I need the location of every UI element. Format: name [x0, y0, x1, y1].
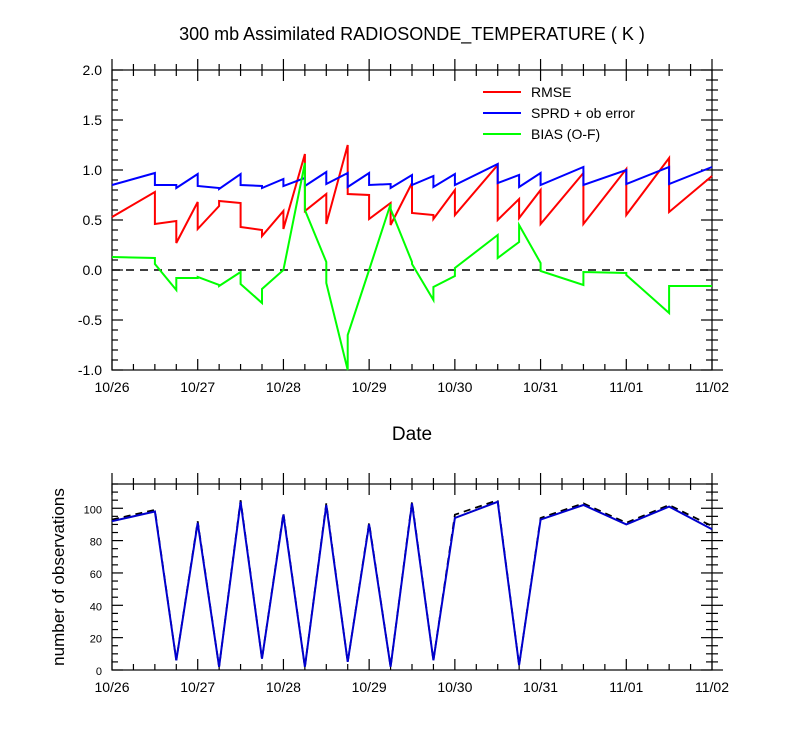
- obs-used-line: [111, 500, 713, 667]
- top-y-tick-label: 0.0: [83, 262, 103, 278]
- bottom-x-tick-label: 10/29: [352, 679, 387, 695]
- legend: RMSE SPRD + ob error BIAS (O-F): [483, 84, 635, 142]
- x-axis-title: Date: [392, 424, 432, 445]
- top-y-tick-label: -1.0: [78, 362, 102, 378]
- bottom-y-tick-label: 40: [90, 601, 102, 613]
- top-x-tick-label: 10/26: [94, 379, 129, 395]
- bottom-x-tick-label: 10/28: [266, 679, 301, 695]
- bottom-y-tick-label: 60: [90, 569, 102, 581]
- bottom-x-tick-label: 11/02: [695, 679, 729, 695]
- bottom-x-tick-label: 10/27: [180, 679, 215, 695]
- bottom-plot-frame: [111, 483, 713, 671]
- legend-label-sprd: SPRD + ob error: [531, 105, 635, 121]
- rmse-series: [111, 144, 713, 244]
- top-y-tick-label: 2.0: [83, 62, 103, 78]
- top-x-tick-label: 10/30: [437, 379, 472, 395]
- top-x-tick-label: 10/27: [180, 379, 215, 395]
- bottom-x-tick-label: 11/01: [609, 679, 643, 695]
- bottom-y-tick-label: 100: [84, 504, 102, 516]
- rmse-line: [111, 144, 713, 244]
- bottom-x-tick-label: 10/31: [523, 679, 558, 695]
- bottom-x-tick-label: 10/30: [437, 679, 472, 695]
- top-panel: 10/26 10/27 10/28 10/29 10/30 10/31 11/01 11/02…: [78, 59, 729, 395]
- top-y-tick-label: -0.5: [78, 312, 102, 328]
- obs-possible-line: [111, 498, 713, 667]
- chart-title: 300 mb Assimilated RADIOSONDE_TEMPERATUR…: [179, 24, 645, 45]
- sprd-series: [111, 162, 713, 191]
- bottom-y-tick-label: 80: [90, 537, 102, 549]
- top-y-tick-label: 1.5: [83, 112, 103, 128]
- sprd-line: [111, 162, 713, 191]
- legend-label-rmse: RMSE: [531, 84, 571, 100]
- top-x-tick-label: 10/31: [523, 379, 558, 395]
- top-x-tick-label: 10/29: [352, 379, 387, 395]
- bottom-panel: 10/26 10/27 10/28 10/29 10/30 10/31 11/01 11/02…: [84, 473, 729, 695]
- bias-line: [111, 162, 712, 371]
- y-axis-title-bottom: number of observations: [49, 488, 68, 666]
- top-x-tick-label: 11/01: [609, 379, 643, 395]
- bottom-x-tick-label: 10/26: [94, 679, 129, 695]
- bias-series: [111, 162, 712, 371]
- top-y-tick-label: 0.5: [83, 212, 103, 228]
- bottom-y-tick-label: 0: [96, 666, 102, 678]
- bottom-y-tick-label: 20: [90, 634, 102, 646]
- top-x-tick-label: 11/02: [695, 379, 729, 395]
- top-x-tick-label: 10/28: [266, 379, 301, 395]
- legend-label-bias: BIAS (O-F): [531, 126, 600, 142]
- top-y-tick-label: 1.0: [83, 162, 103, 178]
